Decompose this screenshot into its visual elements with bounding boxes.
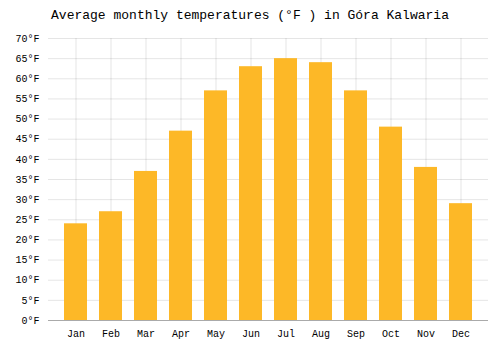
svg-text:Jan: Jan (67, 329, 85, 340)
svg-text:45°F: 45°F (15, 134, 39, 145)
svg-text:65°F: 65°F (15, 54, 39, 65)
svg-text:50°F: 50°F (15, 114, 39, 125)
svg-text:20°F: 20°F (15, 235, 39, 246)
svg-text:Jun: Jun (242, 329, 260, 340)
svg-text:Nov: Nov (417, 329, 435, 340)
svg-text:5°F: 5°F (21, 296, 39, 307)
svg-text:Aug: Aug (312, 329, 330, 340)
svg-text:Feb: Feb (102, 329, 120, 340)
svg-text:0°F: 0°F (21, 316, 39, 327)
svg-text:25°F: 25°F (15, 215, 39, 226)
svg-text:Dec: Dec (452, 329, 470, 340)
svg-text:40°F: 40°F (15, 155, 39, 166)
svg-text:30°F: 30°F (15, 195, 39, 206)
svg-text:Jul: Jul (277, 329, 295, 340)
svg-text:May: May (207, 329, 225, 340)
svg-text:35°F: 35°F (15, 175, 39, 186)
svg-text:Sep: Sep (347, 329, 365, 340)
html-text:Average monthly temperatures (: Average monthly temperatures (°F ) in Gó… (51, 8, 449, 23)
svg-text:Mar: Mar (137, 329, 155, 340)
svg-text:60°F: 60°F (15, 74, 39, 85)
svg-text:70°F: 70°F (15, 34, 39, 45)
svg-text:15°F: 15°F (15, 255, 39, 266)
svg-text:Oct: Oct (382, 329, 400, 340)
svg-text:10°F: 10°F (15, 275, 39, 286)
svg-text:55°F: 55°F (15, 94, 39, 105)
svg-text:Apr: Apr (172, 329, 190, 340)
